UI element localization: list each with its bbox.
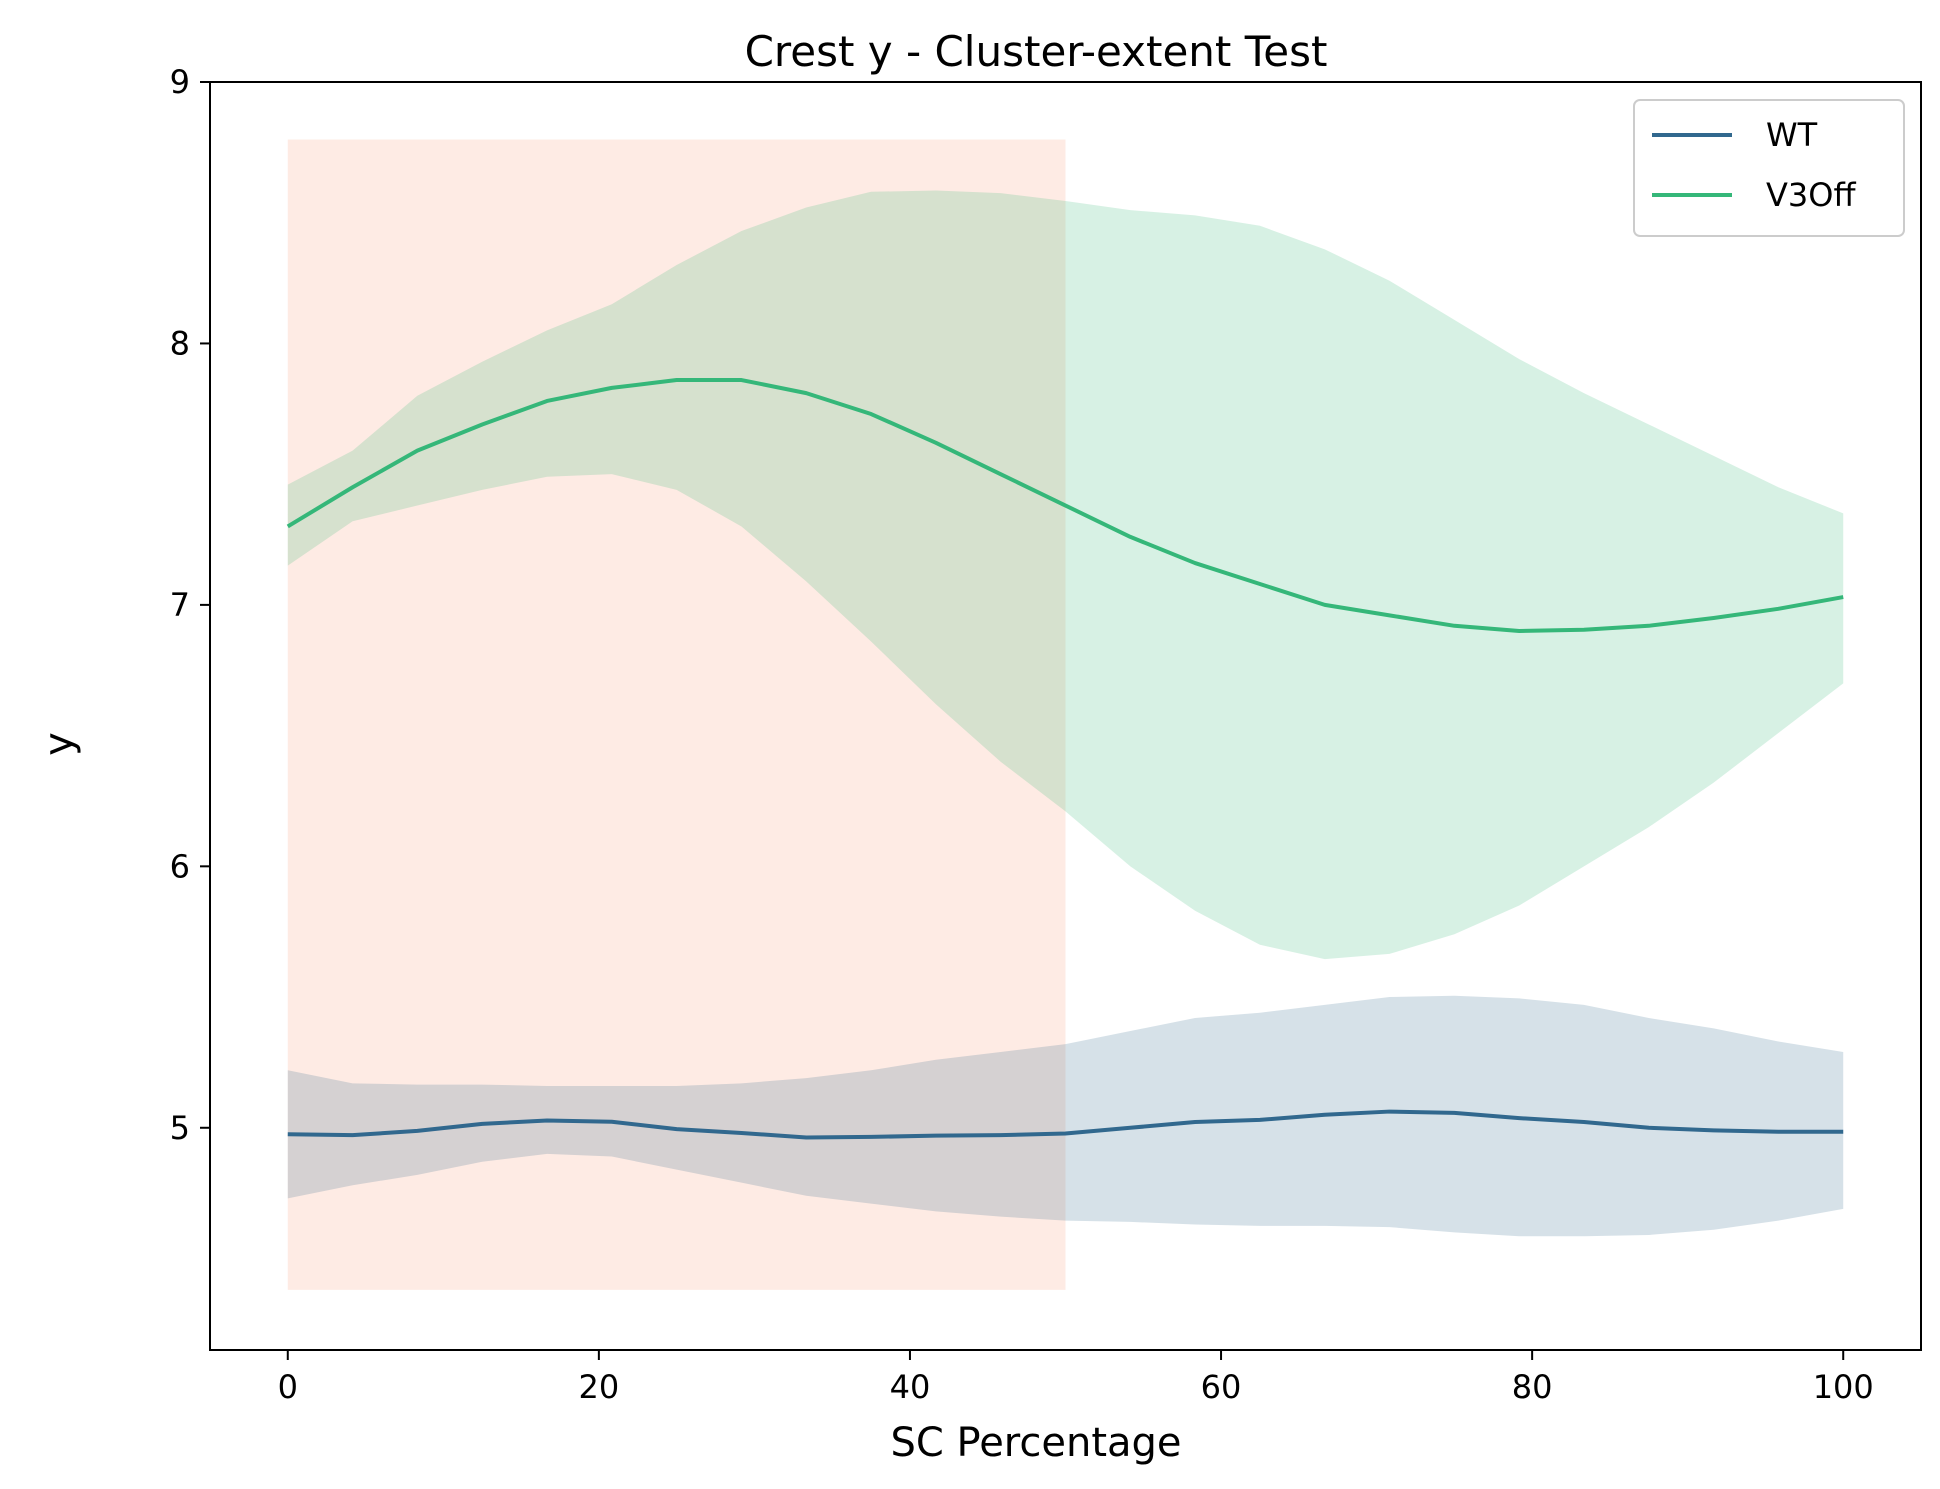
x-tick-label: 60 [1201,1368,1242,1406]
band-v3off [287,190,1844,960]
y-tick-label: 6 [170,847,190,885]
y-tick-label: 8 [170,324,190,362]
y-axis-label: y [36,732,82,756]
y-tick-label: 9 [170,63,190,101]
plot-area [286,139,1844,1290]
x-axis-label: SC Percentage [890,1420,1181,1466]
x-tick-label: 20 [579,1368,620,1406]
line-v3off [286,378,1844,634]
band-wt [287,995,1844,1237]
line-wt [287,1109,1844,1140]
significance-region [287,139,1066,1290]
x-tick-label: 80 [1512,1368,1553,1406]
axes: 0 20 40 60 80 100 5 6 7 8 9 [170,63,1874,1406]
axes-frame [209,81,1922,1351]
x-tick-label: 40 [890,1368,931,1406]
legend-label-v3off: V3Off [1766,176,1856,214]
legend: WT V3Off [1633,99,1905,237]
chart-title: Crest y - Cluster-extent Test [745,27,1328,76]
x-tick-label: 0 [278,1368,298,1406]
x-tick-label: 100 [1813,1368,1874,1406]
legend-label-wt: WT [1766,116,1818,154]
y-tick-label: 5 [170,1109,190,1147]
y-tick-label: 7 [170,586,190,624]
